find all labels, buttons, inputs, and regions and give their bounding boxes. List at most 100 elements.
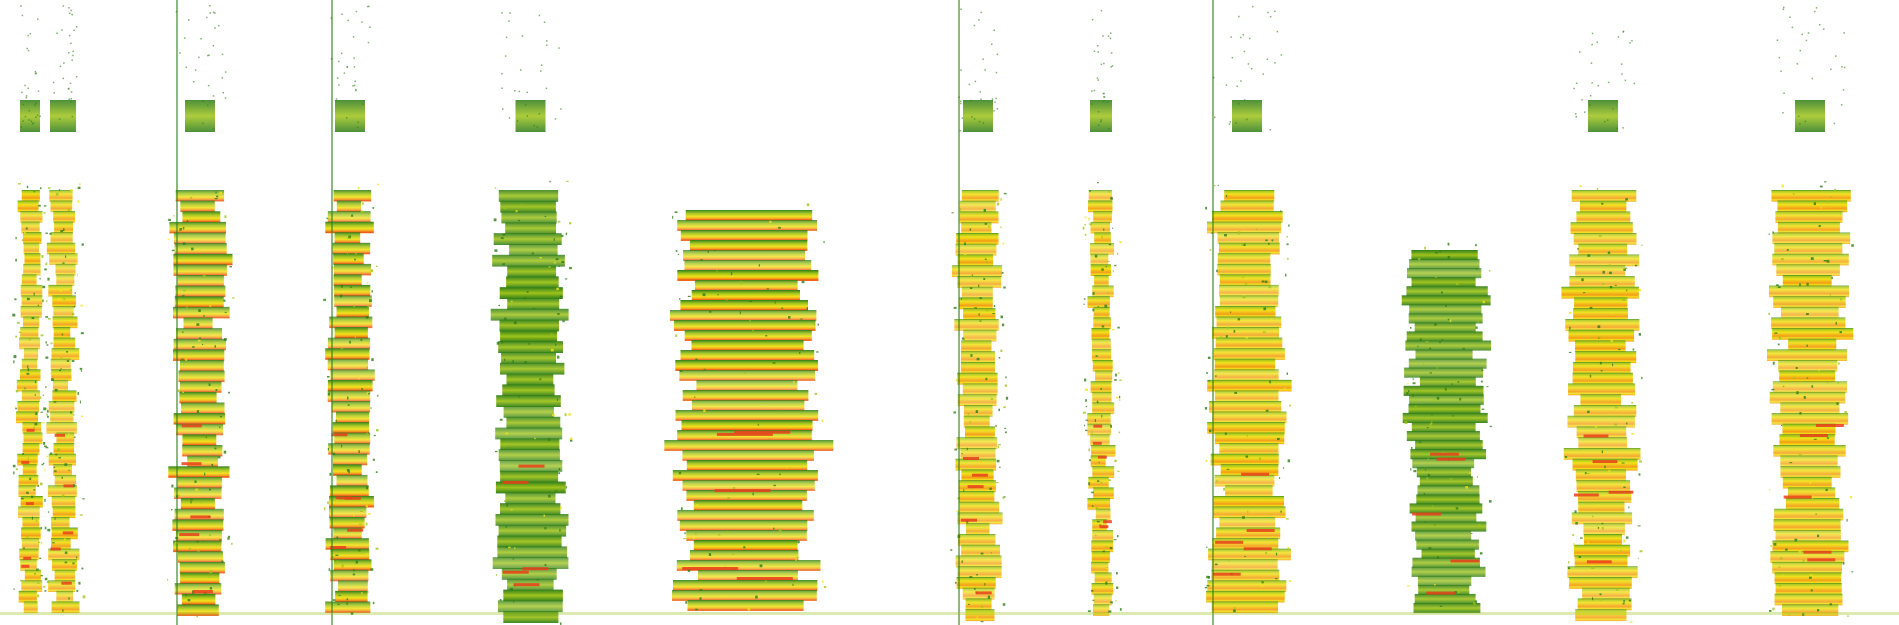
spectrogram-speckle <box>13 471 15 475</box>
spectrogram-speckle <box>1410 468 1412 471</box>
spectrogram-slice <box>333 453 368 466</box>
spectrogram-slice <box>1402 412 1488 423</box>
spectrogram-speckle <box>58 189 61 191</box>
spectrogram-speckle <box>971 116 973 118</box>
spectrogram-slice <box>51 369 72 381</box>
spectrogram-speckle <box>1789 16 1791 18</box>
spectrogram-slice <box>52 295 76 308</box>
spectrogram-slice <box>1773 445 1846 457</box>
spectrogram-speckle <box>1591 32 1594 35</box>
spectrogram-speckle <box>1806 344 1808 347</box>
spectrogram-slice <box>691 400 805 411</box>
spectrogram-speckle <box>1851 244 1854 247</box>
spectrogram-speckle <box>736 545 738 547</box>
spectrogram-slice <box>492 557 569 569</box>
spectrogram-speckle <box>74 292 76 294</box>
spectrogram-speckle <box>1108 191 1110 193</box>
spectrogram-speckle <box>995 97 997 100</box>
spectrogram-speckle <box>559 295 563 298</box>
spectrogram-speckle <box>44 526 47 530</box>
spectrogram-speckle <box>336 536 339 539</box>
spectrogram-slice <box>1093 211 1112 223</box>
spectrogram-slice <box>1214 358 1276 371</box>
spectrogram-speckle <box>1834 188 1836 192</box>
spectrogram-speckle <box>28 338 31 341</box>
spectrogram-hotspot <box>330 546 347 549</box>
spectrogram-speckle <box>44 468 46 472</box>
spectrogram-slice <box>1094 232 1111 245</box>
spectrogram-slice <box>674 320 816 331</box>
spectrogram-speckle <box>47 511 50 513</box>
spectrogram-speckle <box>371 290 373 293</box>
spectrogram-speckle <box>778 412 781 414</box>
spectrogram-slice <box>497 600 563 613</box>
spectrogram-speckle <box>1084 378 1087 382</box>
spectrogram-speckle <box>1105 581 1108 585</box>
spectrogram-speckle <box>326 217 329 220</box>
spectrogram-speckle <box>1579 537 1583 539</box>
spectrogram-speckle <box>46 344 49 346</box>
spectrogram-speckle <box>1099 524 1101 526</box>
spectrogram-slice <box>1207 580 1287 592</box>
spectrogram-speckle <box>1268 285 1272 289</box>
spectrogram-slice <box>1419 476 1473 487</box>
spectrogram-slice <box>173 540 222 553</box>
spectrogram-speckle <box>1207 576 1210 579</box>
spectrogram-speckle <box>171 249 175 252</box>
spectrogram-speckle <box>1280 210 1282 212</box>
spectrogram-hotspot <box>1093 424 1103 428</box>
spectrogram-speckle <box>73 436 76 438</box>
spectrogram-slice <box>1772 540 1849 553</box>
spectrogram-slice <box>495 481 566 494</box>
spectrogram-speckle <box>37 18 39 20</box>
spectrogram-speckle <box>717 294 719 296</box>
spectrogram-speckle <box>47 277 50 281</box>
spectrogram-speckle <box>353 84 356 87</box>
spectrogram-slice <box>1212 411 1287 424</box>
spectrogram-speckle <box>59 288 63 292</box>
spectrogram-slice <box>50 358 71 371</box>
spectrogram-speckle <box>67 88 70 90</box>
spectrogram-slice <box>52 506 76 519</box>
spectrogram-speckle <box>47 528 51 532</box>
spectrogram-slice <box>23 316 40 329</box>
spectrogram-hotspot <box>1807 558 1836 562</box>
spectrogram-speckle <box>1817 609 1820 612</box>
spectrogram-slice <box>1577 598 1632 611</box>
spectrogram-speckle <box>1248 37 1251 40</box>
spectrogram-speckle <box>13 588 15 591</box>
spectrogram-slice <box>682 480 815 491</box>
spectrogram-speckle <box>1406 392 1409 395</box>
spectrogram-speckle <box>1811 77 1814 80</box>
spectrogram-speckle <box>994 101 996 103</box>
spectrogram-speckle <box>1412 382 1416 385</box>
spectrogram-slice <box>1206 590 1285 603</box>
spectrogram-speckle <box>1628 506 1630 509</box>
spectrogram-speckle <box>1274 578 1278 580</box>
spectrogram-slice <box>680 350 815 361</box>
spectrogram-speckle <box>1088 217 1090 221</box>
spectrogram-speckle <box>978 313 980 316</box>
spectrogram-speckle <box>327 447 329 451</box>
spectrogram-speckle <box>1100 9 1103 12</box>
spectrogram-speckle <box>1780 424 1783 426</box>
spectrogram-speckle <box>498 304 501 307</box>
spectrogram-speckle <box>1589 374 1592 378</box>
spectrogram-speckle <box>346 598 349 601</box>
spectrogram-speckle <box>496 341 499 345</box>
spectrogram-speckle <box>1793 376 1796 379</box>
spectrogram-speckle <box>25 95 28 97</box>
spectrogram-hotspot <box>21 460 30 464</box>
spectrogram-speckle <box>71 13 73 16</box>
spectrogram-speckle <box>990 552 992 554</box>
spectrogram-speckle <box>25 227 28 230</box>
spectrogram-speckle <box>1781 384 1785 387</box>
spectrogram-slice <box>180 200 215 213</box>
spectrogram-speckle <box>1776 39 1779 41</box>
spectrogram-slice <box>1217 263 1271 276</box>
spectrogram-speckle <box>328 366 331 369</box>
spectrogram-speckle <box>1459 397 1462 401</box>
spectrogram-speckle <box>1639 550 1643 553</box>
spectrogram-slice <box>1573 405 1637 417</box>
spectrogram-speckle <box>1245 337 1249 339</box>
